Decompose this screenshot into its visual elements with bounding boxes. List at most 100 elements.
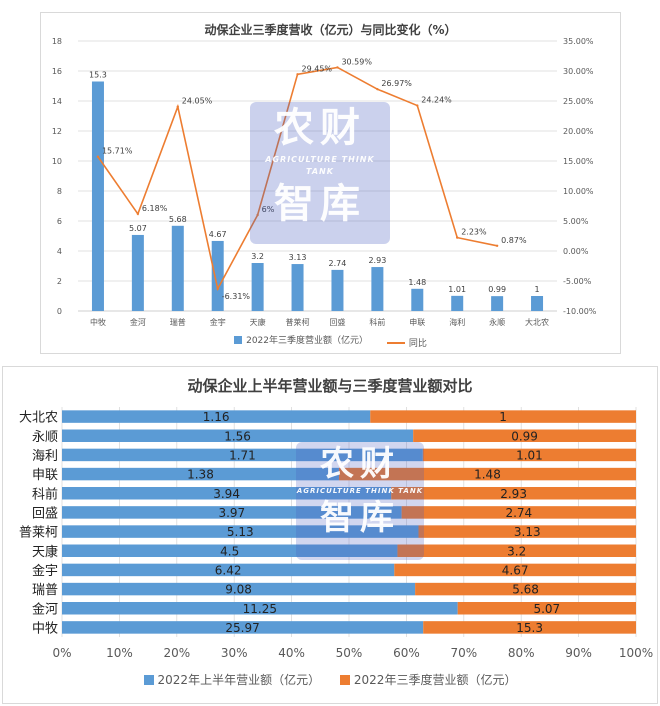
chart2-ytick: 科前 (32, 486, 58, 502)
chart1-legend-bar-label: 2022年三季度营业额（亿元） (246, 336, 368, 346)
chart2-bar-first-half (62, 544, 398, 557)
chart1-line-label: 15.71% (102, 147, 133, 156)
chart2-xtick: 40% (278, 646, 305, 660)
chart2-label-q3: 0.99 (511, 429, 538, 443)
chart1-legend-line: 同比 (386, 336, 427, 349)
chart1-xtick: 瑞普 (170, 317, 186, 327)
chart2-legend-q3: 2022年三季度营业额（亿元） (339, 671, 517, 688)
chart2-bar-first-half (62, 602, 458, 615)
chart2-ytick: 回盛 (32, 506, 58, 521)
chart1-bar-label: 2.74 (329, 259, 347, 268)
chart1-plot: 024681012141618-10.00%-5.00%0.00%5.00%10… (52, 37, 597, 327)
chart1-line-label: 24.24% (421, 96, 452, 105)
chart2-xtick: 100% (619, 646, 653, 660)
chart1-bar (331, 269, 344, 311)
chart2-label-q3: 2.93 (500, 487, 527, 501)
chart1-ytick-right: -5.00% (563, 277, 592, 286)
chart1-line-point (495, 244, 499, 247)
chart1-xtick: 永顺 (489, 317, 505, 327)
chart2-bar-first-half (62, 621, 424, 634)
chart2-xtick: 10% (106, 646, 133, 660)
chart2-ytick: 瑞普 (32, 583, 58, 598)
chart1-xtick: 海利 (449, 317, 465, 327)
chart2-label-q3: 1 (499, 410, 507, 424)
chart2-xtick: 20% (163, 646, 190, 660)
chart1-bar-label: 5.68 (169, 215, 187, 224)
chart2-plot: 0% 10% 20% 30% 40% 50% 60% 70% 80% 90% 100%25.97 15… (19, 407, 653, 660)
chart1-legend-bar: 2022年三季度营业额（亿元） (234, 333, 368, 346)
chart2-bar-first-half (62, 487, 392, 500)
chart1-bar (411, 288, 424, 311)
chart2-label-first-half: 1.38 (187, 468, 214, 482)
chart1-line-point (416, 104, 419, 107)
chart2-bar-q3 (422, 448, 636, 462)
chart1-line-label: -6.31% (222, 292, 251, 301)
chart2-label-q3: 2.74 (505, 506, 532, 520)
chart1-ytick-right: 10.00% (563, 187, 594, 196)
chart2-label-first-half: 9.08 (225, 583, 252, 597)
chart1-bar (491, 296, 504, 311)
chart1-legend-line-label: 同比 (408, 339, 427, 349)
chart1-xtick: 天康 (250, 317, 266, 327)
chart1-panel: 动保企业三季度营收（亿元）与同比变化（%） 0 2 4 6 8 10 12 14 16 18 -10… (40, 12, 621, 354)
chart1-xtick: 科前 (369, 317, 385, 327)
chart1-ytick-right: 25.00% (563, 97, 594, 106)
chart2-label-first-half: 3.94 (213, 487, 240, 501)
chart1-ytick-right: 20.00% (563, 127, 594, 136)
chart2-label-q3: 4.67 (502, 563, 529, 577)
chart1-line-label: 6.18% (142, 204, 168, 213)
chart1-xtick: 申联 (409, 317, 425, 327)
chart1-ytick-right: 35.00% (563, 37, 594, 46)
chart1-ytick-left: 12 (52, 127, 62, 136)
chart2-label-first-half: 25.97 (225, 621, 259, 635)
chart1-bar (91, 81, 104, 311)
chart2-legend-first-half: 2022年上半年营业额（亿元） (143, 671, 321, 688)
chart2-bar-first-half (62, 429, 414, 442)
chart2-label-first-half: 1.56 (224, 429, 251, 443)
chart2-label-q3: 3.13 (514, 525, 541, 539)
chart1-ytick-left: 18 (52, 37, 62, 46)
chart1-line-point (456, 236, 459, 239)
chart2-xtick: 50% (336, 646, 363, 660)
chart1-line-label: 2.23% (461, 228, 487, 237)
chart2-legend-first-half-label: 2022年上半年营业额（亿元） (157, 673, 321, 687)
chart2-bar-q3 (391, 487, 636, 500)
chart1-ytick-left: 0 (57, 307, 62, 316)
chart2-ytick: 中牧 (32, 621, 58, 636)
chart2-label-q3: 3.2 (507, 544, 526, 558)
chart1-legend: 2022年三季度营业额（亿元） 同比 (41, 333, 620, 349)
chart1-bar-label: 0.99 (488, 285, 506, 294)
chart1-xtick: 中牧 (90, 317, 106, 327)
chart2-legend-q3-label: 2022年三季度营业额（亿元） (353, 673, 517, 687)
chart2-label-first-half: 4.5 (220, 544, 239, 558)
chart1-ytick-left: 8 (57, 187, 62, 196)
chart2-bar-first-half (62, 582, 416, 596)
chart1-title: 动保企业三季度营收（亿元）与同比变化（%） (204, 23, 457, 37)
chart2-label-first-half: 5.13 (227, 525, 254, 539)
chart1-line-label: 26.97% (381, 79, 412, 88)
chart2-bar-first-half (62, 410, 371, 423)
chart2-xtick: 30% (221, 646, 248, 660)
chart1-ytick-left: 4 (57, 247, 62, 256)
chart1-bar (451, 295, 464, 311)
chart2-label-first-half: 6.42 (215, 563, 242, 577)
chart1-ytick-right: -10.00% (563, 307, 597, 316)
chart2-bar-first-half (62, 448, 423, 462)
chart2-panel: 动保企业上半年营业额与三季度营业额对比 0% 10% 20% 30% 40% 50% 60%… (2, 366, 658, 704)
chart2-bar-first-half (62, 467, 339, 481)
chart2-legend-first-half-swatch (143, 674, 154, 685)
chart1-bar-label: 15.3 (89, 71, 107, 80)
chart1-bar-label: 2.93 (368, 256, 386, 265)
chart1-line-point (96, 155, 100, 158)
chart1-line-point (296, 73, 299, 76)
chart1-ytick-right: 0.00% (563, 247, 589, 256)
chart1-bar-label: 1.01 (448, 285, 466, 294)
chart2-xtick: 90% (565, 646, 592, 660)
chart1-ytick-right: 15.00% (563, 157, 594, 166)
chart1-line-point (176, 105, 179, 108)
chart2-label-q3: 5.07 (533, 602, 560, 616)
chart1-line-point (216, 287, 219, 291)
chart1-xtick: 大北农 (525, 317, 549, 327)
chart1-bar (251, 263, 264, 311)
chart2-label-q3: 1.48 (474, 468, 501, 482)
